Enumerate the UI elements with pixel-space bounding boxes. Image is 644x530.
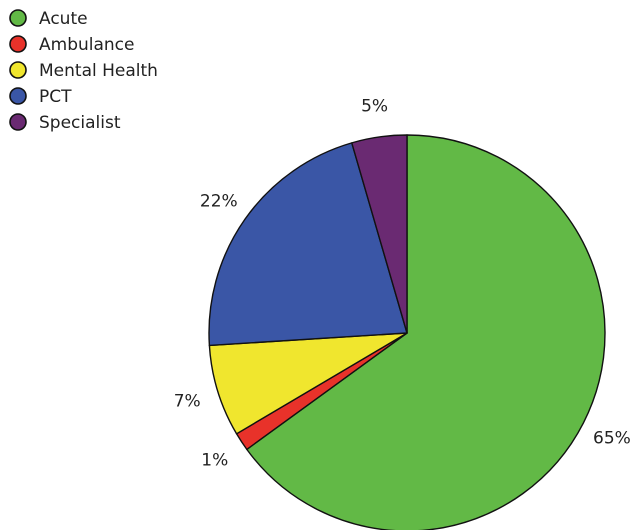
pie-slices: [208, 134, 606, 530]
slice-label-acute: 65%: [593, 428, 631, 448]
legend-item-pct: PCT: [9, 87, 72, 107]
slice-acute: [246, 134, 606, 530]
slice-label-ambulance: 1%: [201, 450, 228, 470]
legend-label-pct: PCT: [39, 87, 72, 107]
slice-pct: [208, 142, 408, 347]
legend-marker-ambulance: [9, 35, 27, 53]
legend-label-ambulance: Ambulance: [39, 35, 134, 55]
legend-marker-pct: [9, 87, 27, 105]
slice-specialist: [351, 134, 408, 334]
legend-item-specialist: Specialist: [9, 113, 121, 133]
slice-labels: 65% 1% 7% 22% 5%: [174, 96, 631, 470]
legend-label-specialist: Specialist: [39, 113, 121, 133]
slice-label-specialist: 5%: [361, 96, 388, 116]
legend-label-acute: Acute: [39, 9, 88, 29]
legend-marker-specialist: [9, 113, 27, 131]
legend-item-mental-health: Mental Health: [9, 61, 158, 81]
legend-item-ambulance: Ambulance: [9, 35, 134, 55]
slice-label-pct: 22%: [200, 192, 238, 212]
legend-label-mental-health: Mental Health: [39, 61, 158, 81]
legend-marker-acute: [9, 9, 27, 27]
legend-marker-mental-health: [9, 61, 27, 79]
slice-label-mental-health: 7%: [174, 392, 201, 412]
legend: Acute Ambulance Mental Health PCT Specialist: [9, 9, 158, 133]
legend-item-acute: Acute: [9, 9, 88, 29]
